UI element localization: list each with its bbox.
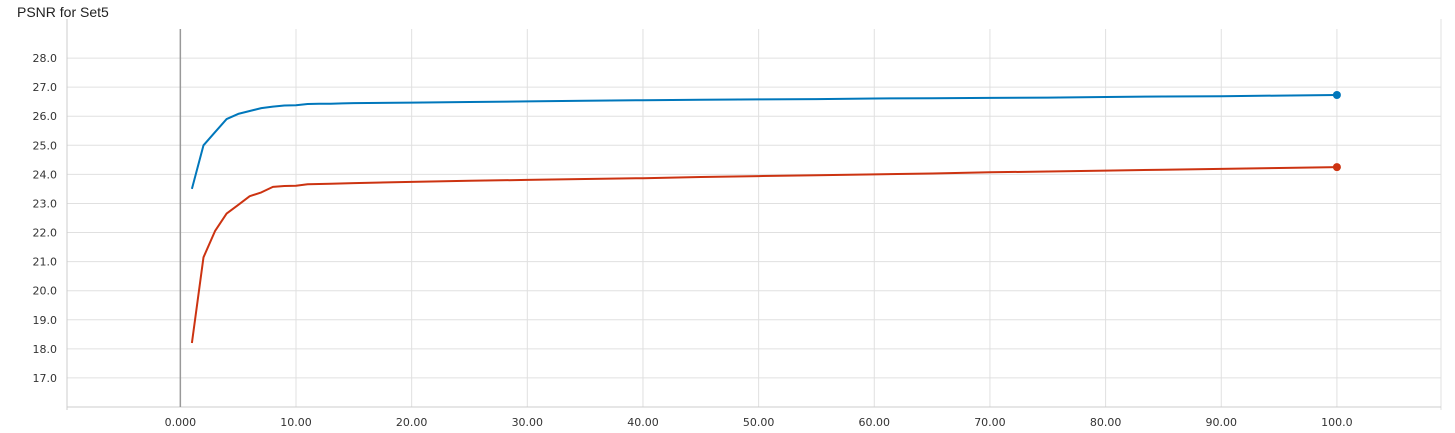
series-line (190, 94, 1337, 190)
y-tick-label: 17.0 (33, 372, 58, 385)
x-tick-label: 20.00 (396, 416, 428, 429)
y-tick-label: 22.0 (33, 227, 58, 240)
y-tick-label: 28.0 (33, 52, 58, 65)
y-tick-label: 23.0 (33, 197, 58, 210)
x-tick-label: 30.00 (512, 416, 544, 429)
x-tick-label: 80.00 (1090, 416, 1122, 429)
chart-title: PSNR for Set5 (17, 4, 109, 20)
x-tick-label: 60.00 (859, 416, 891, 429)
x-tick-label: 0.000 (165, 416, 197, 429)
series-end-point (1332, 91, 1341, 100)
x-tick-label: 100.0 (1321, 416, 1353, 429)
y-tick-label: 18.0 (33, 343, 58, 356)
series-end-point (1332, 163, 1341, 172)
y-tick-label: 19.0 (33, 314, 58, 327)
y-tick-label: 20.0 (33, 285, 58, 298)
x-tick-label: 40.00 (627, 416, 659, 429)
y-tick-label: 21.0 (33, 256, 58, 269)
x-tick-label: 50.00 (743, 416, 775, 429)
x-tick-label: 70.00 (974, 416, 1006, 429)
x-tick-label: 90.00 (1206, 416, 1238, 429)
y-tick-label: 26.0 (33, 110, 58, 123)
series-line (190, 166, 1337, 344)
y-tick-label: 24.0 (33, 168, 58, 181)
x-tick-label: 10.00 (280, 416, 312, 429)
y-tick-label: 25.0 (33, 139, 58, 152)
y-tick-label: 27.0 (33, 81, 58, 94)
